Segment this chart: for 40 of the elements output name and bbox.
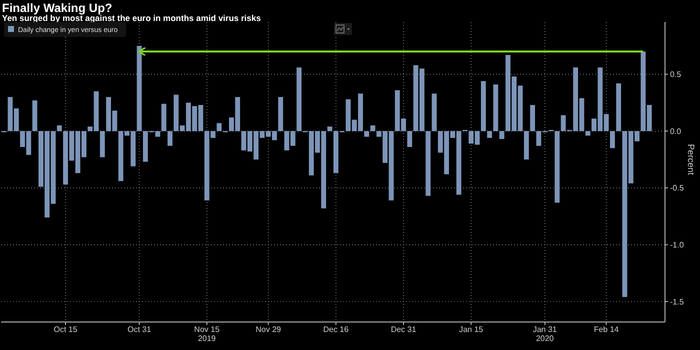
bar [610, 131, 615, 148]
x-tick-label: Feb 14 [594, 325, 620, 334]
y-tick-label: -1.0 [670, 240, 684, 250]
x-tick-label: Jan 31 2020 [532, 325, 558, 343]
bar [100, 131, 105, 158]
x-tick-label: Dec 16 [323, 325, 350, 334]
bar [493, 84, 498, 132]
bar [327, 126, 332, 132]
y-tick-label: -0.5 [670, 184, 684, 193]
bar [554, 131, 560, 203]
bar [168, 131, 172, 146]
chart-title: Finally Waking Up? [2, 1, 112, 15]
bar [407, 131, 412, 147]
bar [524, 131, 529, 160]
bar [487, 131, 492, 138]
chart-subtitle: Yen surged by most against the euro in months amid virus risks [2, 13, 262, 23]
x-tick-label: Oct 31 [127, 325, 152, 334]
x-tick-label: Jan 15 [459, 325, 484, 334]
bar [499, 131, 504, 140]
x-tick-label: Dec 31 [390, 325, 417, 334]
x-tick-label: Nov 15 2019 [194, 325, 220, 343]
bar [426, 131, 431, 196]
bar [296, 67, 302, 132]
bar [616, 83, 622, 132]
bar [480, 81, 486, 132]
bar [56, 125, 62, 132]
bar [278, 97, 284, 132]
y-tick-label: 0.5 [670, 70, 682, 80]
bar [364, 131, 370, 137]
bar [32, 100, 38, 132]
bar [432, 94, 437, 132]
bar [585, 131, 590, 136]
y-axis-title: Percent [686, 144, 696, 176]
x-tick-label: Oct 15 [54, 325, 78, 334]
x-tick-label: Nov 29 [256, 325, 282, 334]
bar [216, 123, 222, 132]
y-tick-label: -1.5 [670, 297, 684, 306]
bar [530, 104, 536, 132]
y-tick-label: 0.0 [670, 126, 682, 136]
bar [161, 104, 166, 132]
